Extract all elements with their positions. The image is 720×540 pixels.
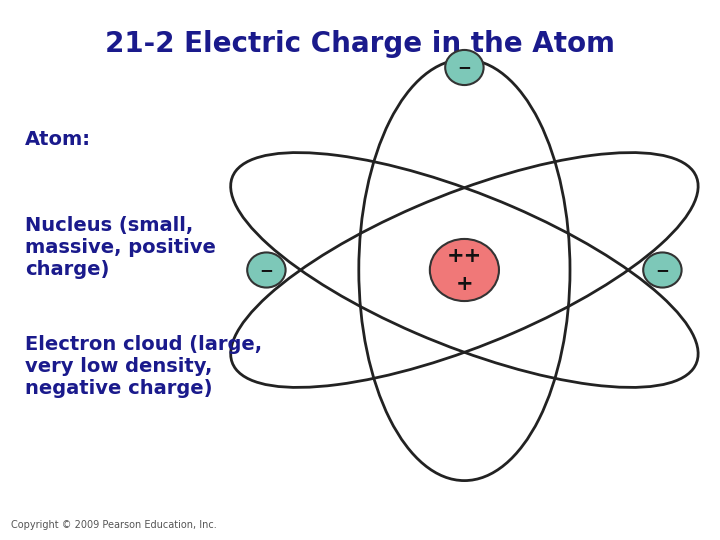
Text: −: −: [457, 58, 472, 77]
Text: −: −: [259, 261, 274, 279]
Ellipse shape: [430, 239, 499, 301]
Text: Copyright © 2009 Pearson Education, Inc.: Copyright © 2009 Pearson Education, Inc.: [11, 520, 217, 530]
Ellipse shape: [643, 252, 682, 287]
Text: Nucleus (small,
massive, positive
charge): Nucleus (small, massive, positive charge…: [25, 216, 216, 279]
Ellipse shape: [247, 252, 286, 287]
Text: 21-2 Electric Charge in the Atom: 21-2 Electric Charge in the Atom: [105, 30, 615, 58]
Ellipse shape: [445, 50, 484, 85]
Text: ++: ++: [447, 246, 482, 267]
Text: +: +: [456, 273, 473, 294]
Text: Electron cloud (large,
very low density,
negative charge): Electron cloud (large, very low density,…: [25, 335, 262, 398]
Text: −: −: [655, 261, 670, 279]
Text: Atom:: Atom:: [25, 130, 91, 148]
